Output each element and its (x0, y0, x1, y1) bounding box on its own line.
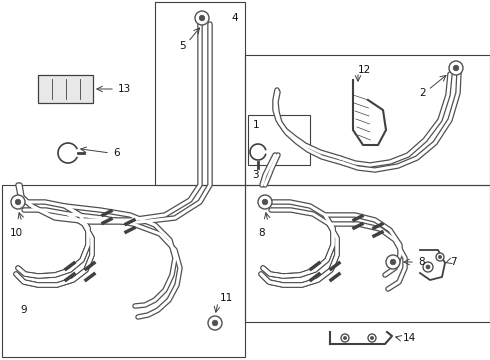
Bar (245, 185, 490, 322)
Text: 5: 5 (179, 41, 185, 51)
Circle shape (11, 195, 25, 209)
Circle shape (423, 262, 433, 272)
Text: 7: 7 (450, 257, 457, 267)
Text: 11: 11 (220, 293, 233, 303)
Bar (2, 185, 245, 357)
Circle shape (199, 15, 205, 21)
Bar (248, 115, 310, 165)
Text: 8: 8 (259, 228, 265, 238)
Text: 3: 3 (252, 170, 258, 180)
Circle shape (436, 253, 444, 261)
Text: 13: 13 (118, 84, 131, 94)
Circle shape (212, 320, 218, 326)
Circle shape (341, 334, 349, 342)
Text: 8: 8 (418, 257, 425, 267)
Text: 6: 6 (113, 148, 120, 158)
Bar (38, 75, 93, 103)
Bar (155, 2, 245, 185)
Bar (245, 55, 490, 185)
Circle shape (449, 61, 463, 75)
Circle shape (439, 255, 441, 258)
Circle shape (453, 65, 459, 71)
Circle shape (258, 195, 272, 209)
Text: 12: 12 (358, 65, 371, 75)
Circle shape (390, 259, 396, 265)
Text: 14: 14 (403, 333, 416, 343)
Circle shape (368, 334, 376, 342)
Circle shape (343, 336, 346, 339)
Circle shape (15, 199, 21, 205)
Text: 2: 2 (420, 88, 426, 98)
Text: 9: 9 (20, 305, 26, 315)
Circle shape (195, 11, 209, 25)
Circle shape (386, 255, 400, 269)
Circle shape (370, 336, 373, 339)
Text: 4: 4 (232, 13, 238, 23)
Text: 10: 10 (9, 228, 23, 238)
Text: 1: 1 (253, 120, 260, 130)
Circle shape (426, 265, 430, 269)
Circle shape (262, 199, 268, 205)
Circle shape (208, 316, 222, 330)
